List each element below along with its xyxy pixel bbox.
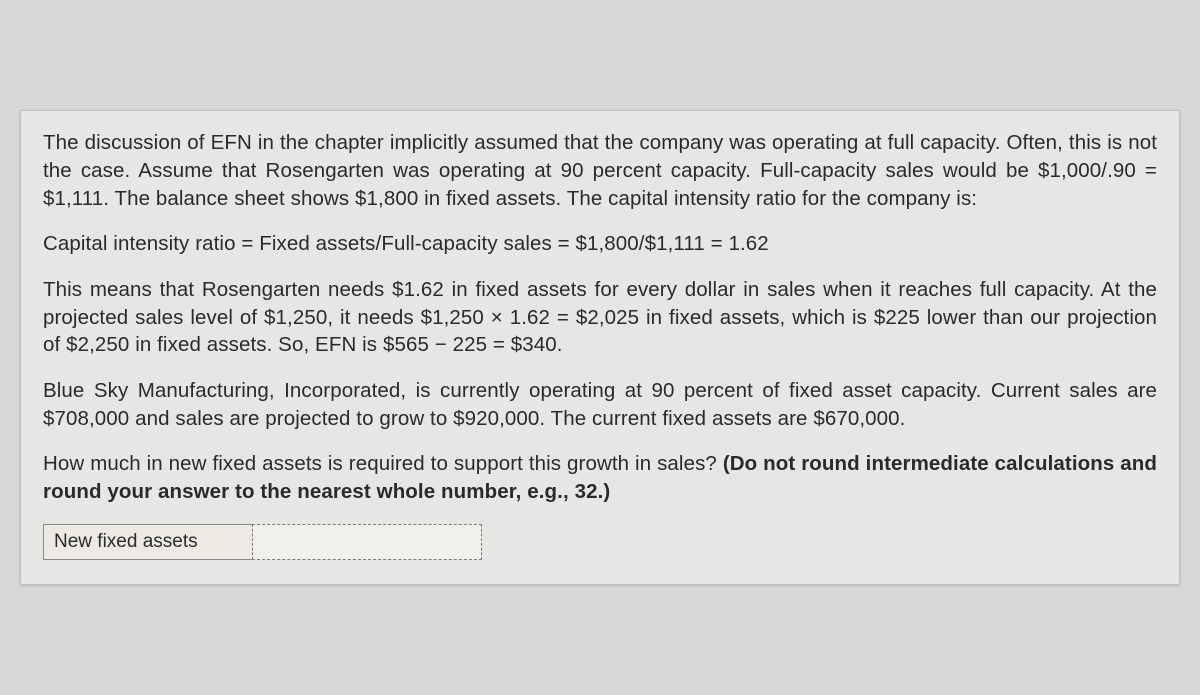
paragraph-scenario: Blue Sky Manufacturing, Incorporated, is… (43, 377, 1157, 432)
paragraph-explanation: This means that Rosengarten needs $1.62 … (43, 276, 1157, 359)
question-page: The discussion of EFN in the chapter imp… (20, 110, 1180, 584)
answer-label-cell: New fixed assets (43, 524, 253, 560)
answer-row: New fixed assets (43, 524, 1157, 560)
paragraph-question: How much in new fixed assets is required… (43, 450, 1157, 505)
answer-label-text: New fixed assets (54, 531, 198, 553)
new-fixed-assets-input[interactable] (252, 524, 482, 560)
paragraph-formula: Capital intensity ratio = Fixed assets/F… (43, 230, 1157, 258)
question-text: How much in new fixed assets is required… (43, 452, 723, 475)
paragraph-intro: The discussion of EFN in the chapter imp… (43, 129, 1157, 212)
